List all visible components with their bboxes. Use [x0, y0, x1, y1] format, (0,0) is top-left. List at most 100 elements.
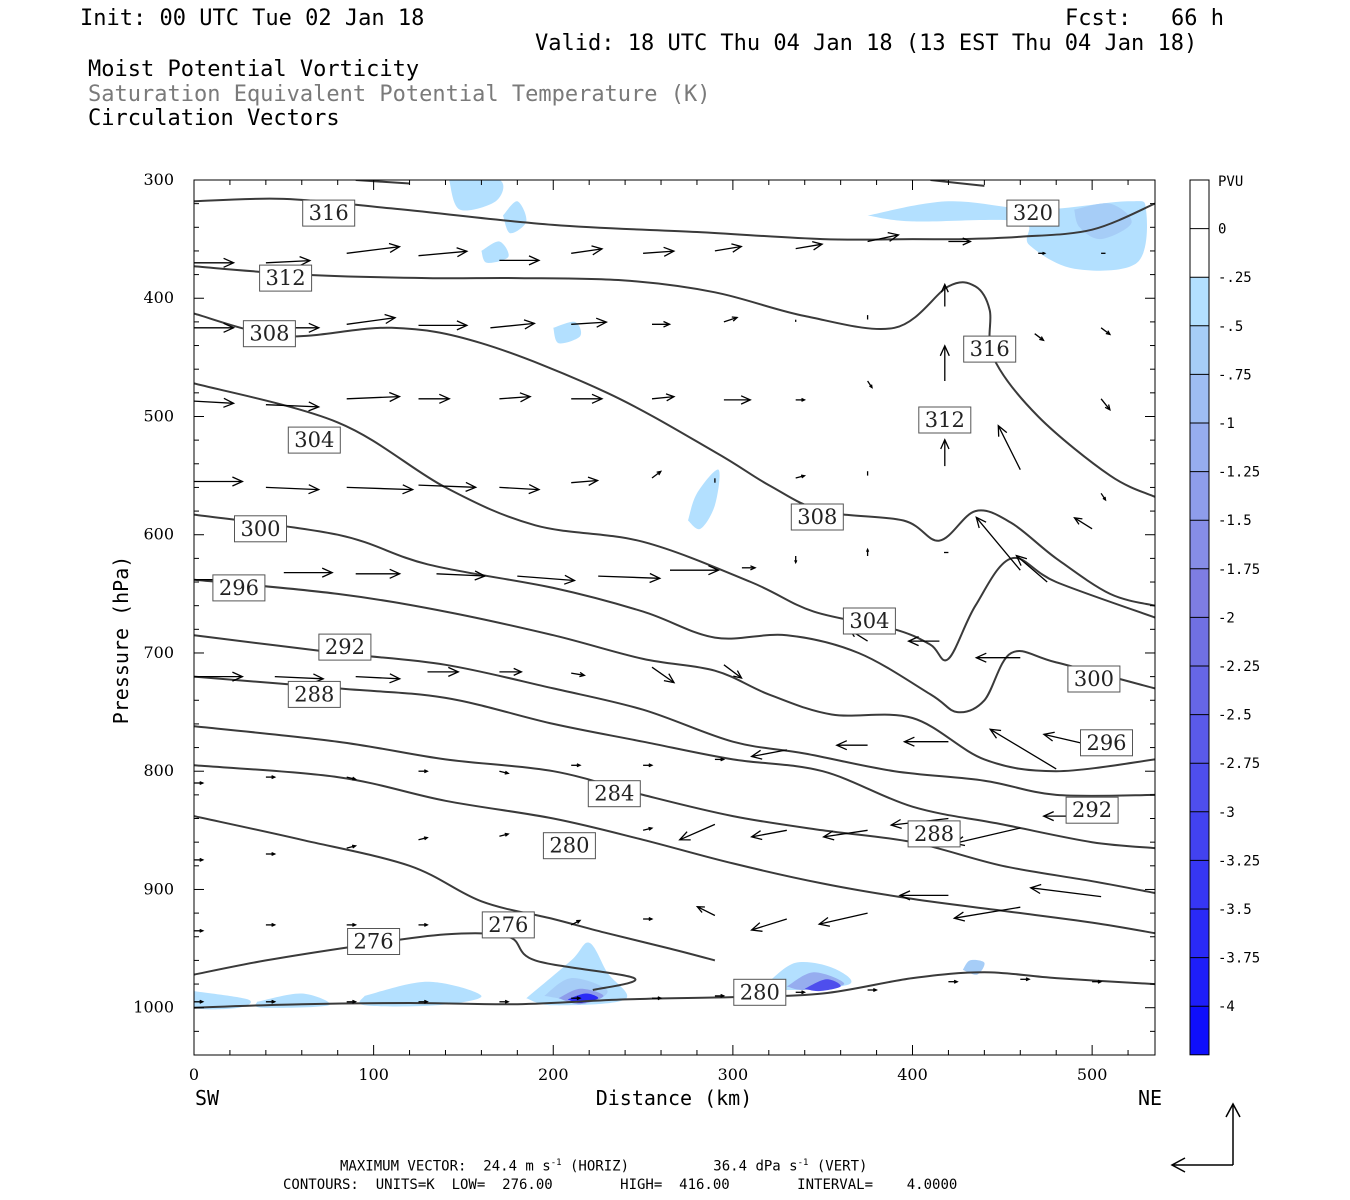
pv-region — [688, 469, 720, 530]
circulation-vector — [940, 438, 950, 467]
circulation-vector — [499, 770, 510, 775]
svg-text:300: 300 — [240, 517, 280, 541]
circulation-vector — [355, 673, 402, 684]
contour-label: 304 — [842, 607, 896, 635]
colorbar-swatch — [1190, 1006, 1209, 1055]
circulation-vector — [714, 993, 726, 998]
y-tick-label: 400 — [143, 288, 174, 307]
circulation-vector — [499, 832, 510, 837]
sw-end-label: SW — [195, 1086, 220, 1110]
circulation-vector — [867, 380, 873, 389]
contour-info: CONTOURS: UNITS=K LOW= 276.00 HIGH= 416.… — [283, 1177, 958, 1193]
circulation-vector — [1034, 333, 1045, 342]
circulation-vector — [670, 565, 720, 576]
circulation-vector — [817, 912, 868, 927]
circulation-vector — [907, 636, 940, 647]
colorbar-label: -.25 — [1218, 270, 1252, 286]
field-title-pv: Moist Potential Vorticity — [88, 57, 420, 82]
x-tick-label: 500 — [1077, 1065, 1108, 1084]
svg-text:316: 316 — [309, 201, 349, 225]
circulation-vector — [194, 397, 236, 408]
svg-text:296: 296 — [1086, 731, 1126, 755]
contour-label: 312 — [918, 406, 972, 434]
colorbar-label: -1.75 — [1218, 562, 1260, 578]
contour-label: 292 — [1065, 796, 1119, 824]
circulation-vector — [427, 666, 460, 677]
circulation-vector — [418, 247, 469, 258]
circulation-vector — [940, 282, 949, 307]
plot-frame — [193, 179, 1156, 1056]
x-tick-label: 300 — [718, 1065, 749, 1084]
svg-text:292: 292 — [1072, 798, 1112, 822]
svg-text:276: 276 — [488, 913, 528, 937]
circulation-vector — [997, 424, 1021, 470]
theta-e-contour — [194, 382, 1155, 662]
circulation-vector — [499, 392, 532, 403]
circulation-vector — [355, 568, 402, 579]
circulation-vector — [975, 516, 1021, 571]
contour-label: 296 — [212, 574, 266, 602]
circulation-vector — [898, 890, 949, 901]
contour-label: 280 — [542, 832, 596, 860]
circulation-vector — [714, 757, 726, 762]
theta-e-contour — [194, 265, 1155, 498]
circulation-vector — [418, 922, 429, 927]
theta-e-contour — [194, 932, 637, 991]
circulation-vector — [750, 829, 787, 841]
pv-region — [449, 180, 504, 211]
colorbar-label: -2 — [1218, 610, 1235, 626]
circulation-vector — [651, 393, 676, 402]
circulation-vector — [1100, 398, 1111, 412]
colorbar-title: PVU — [1218, 174, 1243, 190]
contour-label: 276 — [347, 928, 401, 955]
circulation-vector — [643, 917, 654, 921]
y-tick-label: 700 — [143, 643, 174, 662]
y-tick-label: 800 — [143, 761, 174, 780]
pv-region — [553, 321, 582, 344]
colorbar-label: -4 — [1218, 999, 1235, 1015]
theta-e-contour — [194, 675, 1155, 850]
circulation-vector — [418, 769, 429, 774]
circulation-vector — [194, 928, 205, 933]
theta-e-contour — [355, 180, 410, 185]
svg-text:284: 284 — [594, 782, 634, 806]
circulation-vector — [866, 547, 870, 556]
x-tick-label: 100 — [358, 1065, 389, 1084]
circulation-vector — [1100, 327, 1112, 336]
circulation-vector — [571, 476, 600, 486]
circulation-vector — [642, 826, 654, 831]
colorbar-swatch — [1190, 374, 1209, 423]
circulation-vector — [902, 736, 949, 747]
circulation-vector — [741, 565, 757, 571]
circulation-vector — [794, 556, 798, 565]
circulation-vector — [418, 481, 478, 493]
circulation-vector — [194, 671, 244, 682]
colorbar-label: -3.75 — [1218, 951, 1260, 967]
y-tick-label: 900 — [143, 879, 174, 898]
circulation-vector — [678, 823, 716, 841]
circulation-vector — [1100, 492, 1107, 502]
circulation-vector — [194, 857, 205, 862]
circulation-vector — [571, 763, 582, 768]
contour-label-layer: 316 320 312 308 316 312 304 308 300 296 304 292 300 2… — [212, 199, 1133, 1006]
contour-label: 316 — [963, 335, 1017, 363]
circulation-vector — [651, 470, 663, 479]
pv-region — [503, 201, 527, 234]
circulation-vector — [1029, 883, 1102, 898]
colorbar-label: -1 — [1218, 416, 1235, 432]
circulation-vector — [490, 319, 536, 330]
circulation-vector — [974, 652, 1021, 663]
circulation-vector — [651, 666, 676, 684]
colorbar-swatch — [1190, 180, 1209, 229]
pv-region — [194, 991, 251, 1010]
colorbar-label: -3.25 — [1218, 853, 1260, 869]
svg-text:280: 280 — [740, 980, 780, 1004]
pv-region — [481, 241, 509, 263]
contour-label: 276 — [481, 911, 535, 939]
contour-label: 316 — [302, 199, 356, 227]
field-title-vectors: Circulation Vectors — [88, 106, 340, 131]
circulation-vector — [1073, 516, 1093, 530]
circulation-vector — [283, 567, 334, 578]
colorbar-swatch — [1190, 617, 1209, 666]
